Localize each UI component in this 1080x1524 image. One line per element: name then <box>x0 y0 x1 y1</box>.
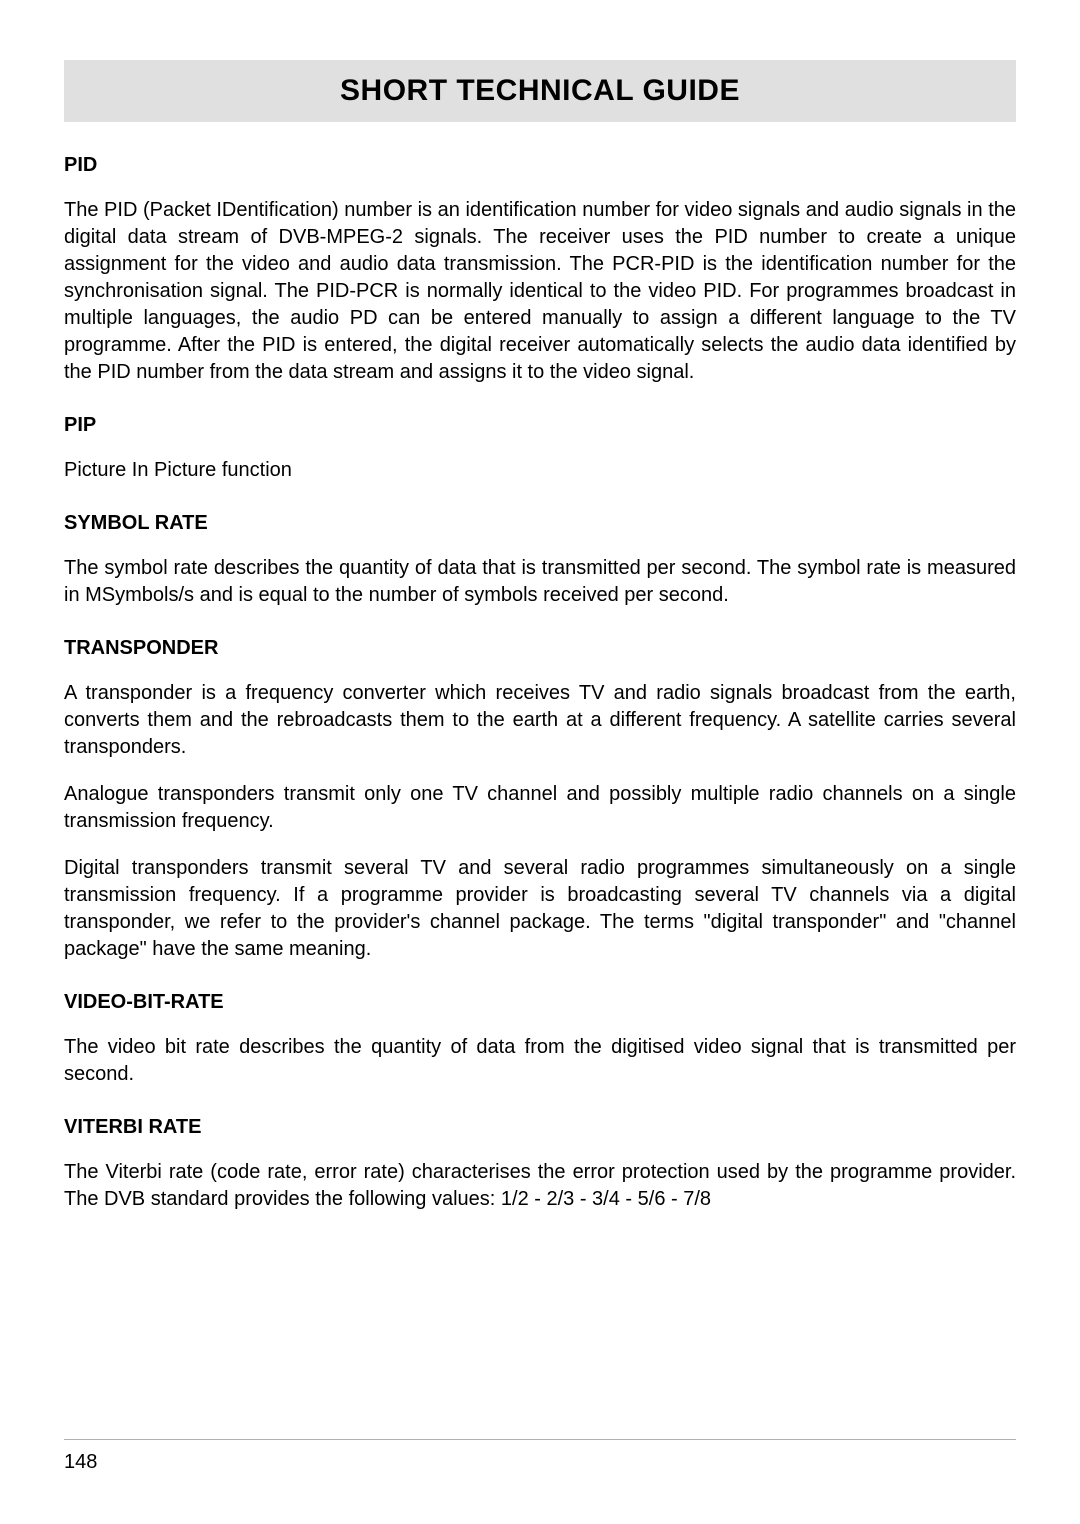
body-pid: The PID (Packet IDentiﬁcation) number is… <box>64 197 1016 386</box>
page-number: 148 <box>64 1451 97 1474</box>
body-viterbi-rate: The Viterbi rate (code rate, error rate)… <box>64 1159 1016 1213</box>
heading-transponder: TRANSPONDER <box>64 637 1016 660</box>
heading-video-bit-rate: VIDEO-BIT-RATE <box>64 991 1016 1014</box>
footer-divider <box>64 1439 1016 1440</box>
heading-pip: PIP <box>64 414 1016 437</box>
body-pip: Picture In Picture function <box>64 457 1016 484</box>
heading-viterbi-rate: VITERBI RATE <box>64 1116 1016 1139</box>
body-transponder-p3: Digital transponders transmit several TV… <box>64 855 1016 963</box>
body-video-bit-rate: The video bit rate describes the quantit… <box>64 1034 1016 1088</box>
content: PID The PID (Packet IDentiﬁcation) numbe… <box>64 154 1016 1213</box>
page-title: SHORT TECHNICAL GUIDE <box>64 74 1016 108</box>
heading-symbol-rate: SYMBOL RATE <box>64 512 1016 535</box>
body-transponder-p2: Analogue transponders transmit only one … <box>64 781 1016 835</box>
title-banner: SHORT TECHNICAL GUIDE <box>64 60 1016 122</box>
body-symbol-rate: The symbol rate describes the quantity o… <box>64 555 1016 609</box>
body-transponder-p1: A transponder is a frequency converter w… <box>64 680 1016 761</box>
heading-pid: PID <box>64 154 1016 177</box>
